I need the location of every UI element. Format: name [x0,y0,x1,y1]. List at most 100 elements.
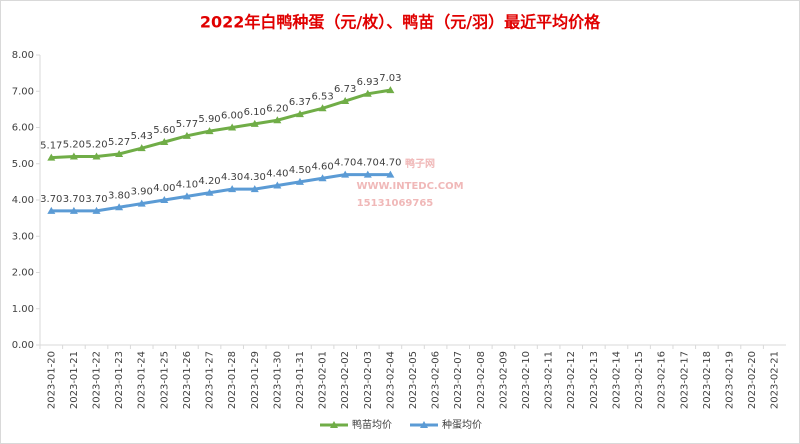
watermark: 15131069765 [357,198,434,209]
point [182,131,191,139]
data-label: 7.03 [379,73,401,84]
point [92,206,101,214]
point [386,170,395,178]
x-tick-label: 2023-01-29 [250,351,261,409]
data-label: 6.10 [244,107,266,118]
point [295,177,304,185]
watermark: WWW.INTEDC.COM [356,181,463,192]
point [341,97,350,105]
data-label: 4.00 [153,183,175,194]
point [47,153,56,161]
x-tick-label: 2023-02-06 [431,351,442,409]
y-tick-label: 5.00 [12,159,34,170]
x-tick-label: 2023-01-23 [114,351,125,409]
x-tick-label: 2023-02-01 [318,351,329,409]
data-label: 5.17 [40,141,62,152]
point [318,104,327,112]
point [363,89,372,97]
data-label: 5.43 [131,131,153,142]
y-tick-label: 6.00 [12,123,34,134]
data-label: 4.30 [221,172,243,183]
point [250,119,259,127]
data-label: 5.20 [85,140,107,151]
data-label: 5.60 [153,125,175,136]
data-label: 5.90 [198,114,220,125]
x-tick-label: 2023-02-21 [770,351,781,409]
y-tick-label: 2.00 [12,268,34,279]
data-label: 3.90 [131,187,153,198]
point [160,138,169,145]
point [47,206,56,214]
point [115,203,124,211]
point [160,196,169,203]
y-tick-label: 3.00 [12,231,34,242]
x-tick-label: 2023-01-28 [227,351,238,409]
data-label: 6.53 [311,91,333,102]
data-label: 5.27 [108,137,130,148]
series-line [51,88,391,160]
point [137,199,146,207]
data-label: 4.70 [379,158,401,169]
data-label: 6.73 [334,84,356,95]
data-label: 4.40 [266,169,288,180]
x-tick-label: 2023-02-20 [747,351,758,409]
point [115,149,124,157]
watermark: 鸭子网 [405,157,435,170]
x-tick-label: 2023-01-31 [295,351,306,409]
x-tick-label: 2023-02-17 [679,351,690,409]
data-label: 4.10 [176,179,198,190]
x-tick-label: 2023-02-04 [385,351,396,409]
point [273,116,282,124]
point [250,185,259,193]
legend-label: 种蛋均价 [442,418,482,431]
point [318,174,327,182]
x-tick-label: 2023-02-05 [408,351,419,409]
y-tick-label: 1.00 [12,304,34,315]
data-label: 5.20 [63,140,85,151]
data-label: 6.37 [289,97,311,108]
point [69,206,78,214]
point [205,188,214,196]
data-label: 3.70 [40,194,62,205]
data-label: 6.20 [266,103,288,114]
data-label: 4.50 [289,165,311,176]
data-label: 4.30 [244,172,266,183]
y-tick-label: 8.00 [12,50,34,61]
x-tick-label: 2023-01-24 [137,351,148,409]
legend-marker [420,421,428,428]
x-tick-label: 2023-01-26 [182,351,193,409]
y-tick-label: 7.00 [12,86,34,97]
x-tick-label: 2023-02-11 [544,351,555,409]
x-tick-label: 2023-01-21 [69,351,80,409]
x-tick-label: 2023-02-02 [340,351,351,409]
x-tick-label: 2023-02-03 [363,351,374,409]
x-tick-label: 2023-02-07 [453,351,464,409]
data-label: 3.70 [85,194,107,205]
data-label: 4.60 [311,161,333,172]
data-label: 4.70 [334,158,356,169]
point [386,86,395,94]
point [205,127,214,135]
x-tick-label: 2023-02-18 [702,351,713,409]
data-label: 4.70 [357,158,379,169]
x-tick-label: 2023-02-12 [566,351,577,409]
point [182,192,191,200]
point [273,181,282,189]
x-tick-label: 2023-01-20 [46,351,57,409]
data-label: 5.77 [176,119,198,130]
point [137,144,146,152]
x-tick-label: 2023-02-08 [476,351,487,409]
chart-title: 2022年白鸭种蛋（元/枚）、鸭苗（元/羽）最近平均价格 [200,13,601,32]
x-tick-label: 2023-02-19 [724,351,735,409]
series-line [51,173,391,213]
x-tick-label: 2023-02-13 [589,351,600,409]
point [363,170,372,178]
x-tick-label: 2023-02-14 [611,351,622,409]
point [228,123,237,131]
point [228,185,237,193]
point [69,152,78,160]
legend-label: 鸭苗均价 [352,418,392,431]
y-tick-label: 0.00 [12,340,34,351]
data-label: 3.80 [108,190,130,201]
